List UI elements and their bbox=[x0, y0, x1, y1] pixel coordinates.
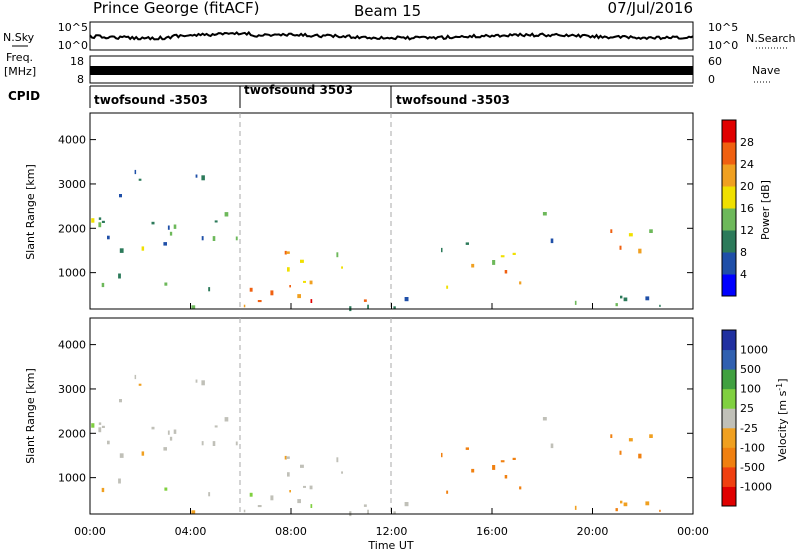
range-tick-label: 2000 bbox=[58, 222, 86, 235]
colorbar-swatch bbox=[722, 186, 736, 209]
station-title: Prince George (fitACF) bbox=[93, 0, 259, 17]
time-tick-label: 04:00 bbox=[175, 525, 207, 538]
colorbar-swatch bbox=[722, 408, 736, 429]
cpid-panel: CPID twofsound -3503 twofsound 3503 twof… bbox=[8, 83, 693, 108]
velocity-cells bbox=[91, 374, 661, 517]
range-tick-label: 2000 bbox=[58, 427, 86, 440]
velocity-panel: Slant Range [km] 1000 2000 3000 4000 1000 50… bbox=[24, 317, 789, 517]
colorbar-swatch bbox=[722, 447, 736, 468]
velocity-colorbar-tick: -100 bbox=[740, 441, 765, 454]
colorbar-swatch bbox=[722, 252, 736, 275]
freq-nave-panel: Freq. [MHz] 18 8 60 0 Nave bbox=[4, 51, 780, 86]
time-tick-label: 00:00 bbox=[677, 525, 709, 538]
power-yticks: 1000 2000 3000 4000 bbox=[58, 134, 693, 280]
noise-panel: N.Sky 10^5 10^0 10^5 10^0 N.Search bbox=[3, 21, 796, 52]
power-cells bbox=[91, 169, 661, 312]
freq-unit-label: [MHz] bbox=[4, 65, 36, 78]
velocity-colorbar-tick: -1000 bbox=[740, 480, 772, 493]
velocity-unit-sup: -1 bbox=[775, 383, 784, 391]
power-colorbar-tick: 12 bbox=[740, 224, 754, 237]
cpid-segment-2: twofsound 3503 bbox=[244, 83, 353, 97]
velocity-ylabel: Slant Range [km] bbox=[24, 368, 37, 464]
colorbar-swatch bbox=[722, 274, 736, 297]
velocity-colorbar-label: Velocity [m s-1] bbox=[775, 378, 789, 461]
power-colorbar-label: Power [dB] bbox=[759, 180, 772, 240]
velocity-colorbar-tick: -25 bbox=[740, 422, 758, 435]
velocity-yticks: 1000 2000 3000 4000 bbox=[58, 339, 693, 485]
range-tick-label: 4000 bbox=[58, 134, 86, 147]
date-title: 07/Jul/2016 bbox=[608, 0, 693, 17]
noise-right-tick-bottom: 10^0 bbox=[708, 39, 738, 52]
power-colorbar: 4 8 12 16 20 24 28 bbox=[721, 119, 754, 297]
colorbar-swatch bbox=[722, 369, 736, 390]
time-tick-label: 00:00 bbox=[74, 525, 106, 538]
time-xlabel: Time UT bbox=[367, 539, 413, 552]
nave-tick-top: 60 bbox=[708, 55, 722, 68]
range-tick-label: 1000 bbox=[58, 472, 86, 485]
freq-tick-top: 18 bbox=[70, 55, 84, 68]
colorbar-swatch bbox=[722, 330, 736, 351]
noise-right-label: N.Search bbox=[746, 32, 796, 45]
beam-title: Beam 15 bbox=[354, 2, 421, 20]
nave-label: Nave bbox=[752, 64, 780, 77]
nave-tick-bottom: 0 bbox=[708, 73, 715, 86]
colorbar-swatch bbox=[722, 142, 736, 165]
power-colorbar-tick: 28 bbox=[740, 136, 754, 149]
time-tick-label: 20:00 bbox=[577, 525, 609, 538]
colorbar-swatch bbox=[722, 230, 736, 253]
power-ylabel: Slant Range [km] bbox=[24, 164, 37, 260]
range-tick-label: 4000 bbox=[58, 339, 86, 352]
range-tick-label: 3000 bbox=[58, 178, 86, 191]
time-tick-label: 12:00 bbox=[376, 525, 408, 538]
colorbar-swatch bbox=[722, 120, 736, 143]
time-tick-label: 16:00 bbox=[476, 525, 508, 538]
noise-left-tick-bottom: 10^0 bbox=[58, 39, 88, 52]
freq-label: Freq. bbox=[6, 51, 33, 64]
cpid-segment-3: twofsound -3503 bbox=[396, 93, 510, 107]
power-colorbar-tick: 8 bbox=[740, 246, 747, 259]
velocity-unit-end: ] bbox=[776, 378, 789, 382]
noise-line bbox=[89, 30, 694, 41]
noise-left-tick-top: 10^5 bbox=[58, 21, 88, 34]
freq-tick-bottom: 8 bbox=[77, 73, 84, 86]
range-tick-label: 3000 bbox=[58, 383, 86, 396]
noise-left-label: N.Sky bbox=[3, 31, 35, 44]
velocity-colorbar-tick: 25 bbox=[740, 402, 754, 415]
cpid-segment-1: twofsound -3503 bbox=[94, 93, 208, 107]
power-colorbar-tick: 20 bbox=[740, 180, 754, 193]
time-tick-label: 08:00 bbox=[275, 525, 307, 538]
colorbar-swatch bbox=[722, 466, 736, 487]
noise-trace bbox=[89, 30, 694, 41]
time-axis: 00:00 04:00 08:00 12:00 16:00 20:00 00:00 bbox=[74, 303, 709, 538]
velocity-colorbar-tick: 1000 bbox=[740, 344, 768, 357]
velocity-colorbar: 1000 500 100 25 -25 -100 -500 -1000 bbox=[721, 329, 772, 507]
colorbar-swatch bbox=[722, 349, 736, 370]
power-colorbar-tick: 4 bbox=[740, 268, 747, 281]
velocity-colorbar-tick: -500 bbox=[740, 461, 765, 474]
colorbar-swatch bbox=[722, 208, 736, 231]
power-colorbar-tick: 16 bbox=[740, 202, 754, 215]
colorbar-swatch bbox=[722, 427, 736, 448]
power-panel: Slant Range [km] 1000 2000 3000 4000 4 8 12 16… bbox=[24, 112, 772, 312]
range-tick-label: 1000 bbox=[58, 267, 86, 280]
velocity-colorbar-tick: 500 bbox=[740, 363, 761, 376]
freq-band bbox=[90, 66, 693, 75]
cpid-label: CPID bbox=[8, 89, 40, 103]
colorbar-swatch bbox=[722, 388, 736, 409]
velocity-colorbar-tick: 100 bbox=[740, 383, 761, 396]
noise-right-tick-top: 10^5 bbox=[708, 21, 738, 34]
colorbar-swatch bbox=[722, 486, 736, 507]
power-colorbar-tick: 24 bbox=[740, 158, 754, 171]
colorbar-swatch bbox=[722, 164, 736, 187]
